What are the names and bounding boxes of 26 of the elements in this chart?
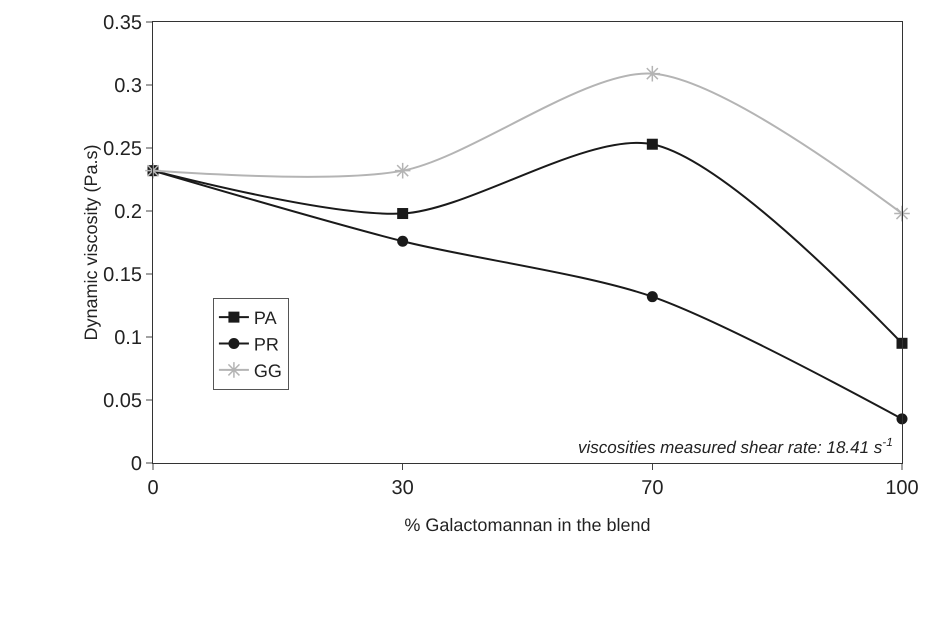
- point: [896, 338, 908, 349]
- y-tick-label: 0: [130, 453, 142, 475]
- x-tick-label: 0: [147, 477, 159, 499]
- legend-label: GG: [254, 360, 282, 381]
- x-tick-label: 30: [392, 477, 414, 499]
- y-tick-label: 0.35: [103, 12, 142, 34]
- point: [397, 208, 408, 220]
- y-tick-label: 0.15: [103, 264, 142, 286]
- point: [646, 291, 658, 302]
- y-tick-label: 0.1: [114, 327, 142, 349]
- legend-label: PA: [254, 308, 277, 328]
- point: [144, 162, 162, 180]
- y-tick-label: 0.05: [103, 390, 142, 412]
- point: [893, 204, 911, 222]
- point: [394, 162, 412, 180]
- y-tick-label: 0.2: [114, 201, 142, 223]
- point: [397, 236, 408, 247]
- x-axis-title: % Galactomannan in the blend: [404, 515, 651, 536]
- y-tick-label: 0.3: [114, 75, 142, 97]
- x-tick-label: 100: [885, 477, 919, 499]
- annotation: viscosities measured shear rate: 18.41 s$^{-1}$: [578, 435, 893, 458]
- legend-label: PR: [254, 334, 279, 355]
- x-tick-label: 70: [641, 477, 664, 499]
- y-axis-title: Dynamic viscosity (Pa.s): [81, 144, 102, 341]
- y-tick-label: 0.25: [103, 138, 142, 160]
- point: [646, 138, 658, 150]
